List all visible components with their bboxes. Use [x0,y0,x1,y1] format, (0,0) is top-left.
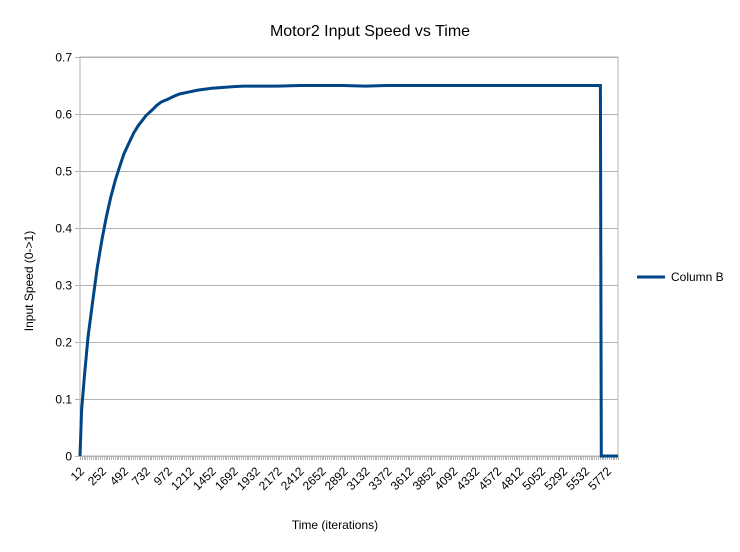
x-tick-label: 3852 [410,464,439,493]
y-tick-label: 0.1 [55,393,72,407]
series-line-column-b [78,84,618,458]
y-tick-label: 0.2 [55,336,72,350]
x-tick-label: 4332 [454,464,483,493]
x-tick-label: 1212 [168,464,197,493]
y-axis-label: Input Speed (0->1) [22,231,36,331]
x-axis-ticks: 1225249273297212121452169219322172241226… [68,456,619,493]
x-tick-label: 3372 [366,464,395,493]
x-tick-label: 492 [107,464,131,488]
y-tick-label: 0.6 [55,108,72,122]
x-tick-label: 252 [85,464,109,488]
x-axis-label: Time (iterations) [292,518,378,532]
x-tick-label: 2652 [300,464,329,493]
legend-label-column-b: Column B [671,270,724,284]
x-tick-label: 3612 [388,464,417,493]
gridlines [75,56,619,457]
chart-title: Motor2 Input Speed vs Time [270,23,470,40]
series-layer [78,84,618,458]
y-tick-label: 0.4 [55,222,72,236]
y-tick-label: 0.3 [55,279,72,293]
x-tick-label: 1452 [190,464,219,493]
x-tick-label: 4092 [432,464,461,493]
y-tick-label: 0 [65,450,72,464]
y-tick-label: 0.7 [55,51,72,65]
x-tick-label: 4812 [498,464,527,493]
plot-area [79,56,619,457]
y-tick-label: 0.5 [55,165,72,179]
y-axis-ticks: 0 0.1 0.2 0.3 0.4 0.5 0.6 0.7 [55,51,72,464]
x-tick-label: 12 [68,464,88,484]
x-tick-label: 5772 [585,464,614,493]
legend: Column B [637,270,724,284]
x-tick-label: 3132 [344,464,373,493]
x-tick-label: 5052 [519,464,548,493]
x-tick-label: 5532 [563,464,592,493]
x-tick-label: 732 [129,464,153,488]
x-tick-label: 1932 [234,464,263,493]
x-tick-label: 2412 [278,464,307,493]
x-tick-label: 2172 [256,464,285,493]
x-tick-label: 1692 [212,464,241,493]
x-tick-label: 5292 [541,464,570,493]
x-tick-label: 4572 [476,464,505,493]
x-tick-label: 2892 [322,464,351,493]
